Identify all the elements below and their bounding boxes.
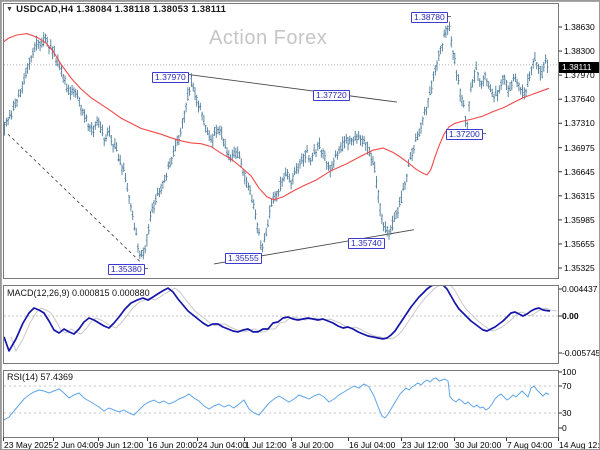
macd-axis-label: -0.005745 bbox=[562, 348, 600, 358]
panel-border bbox=[3, 285, 559, 364]
trendline[interactable] bbox=[187, 73, 398, 103]
symbol-title: USDCAD,H4 bbox=[16, 4, 74, 15]
time-axis-label: 1 Jul 12:00 bbox=[245, 440, 287, 450]
price-axis-label: 1.38300 bbox=[564, 46, 595, 56]
time-axis-label: 9 Jun 12:00 bbox=[99, 440, 144, 450]
price-axis-label: 1.35325 bbox=[564, 263, 595, 273]
rsi-axis-label: 0 bbox=[562, 423, 567, 433]
price-axis-label: 1.35655 bbox=[564, 239, 595, 249]
price-axis-label: 1.38630 bbox=[564, 22, 595, 32]
time-axis-label: 16 Jul 04:00 bbox=[349, 440, 396, 450]
time-axis-label: 23 May 2025 bbox=[4, 440, 54, 450]
rsi-line[interactable] bbox=[4, 377, 550, 421]
time-axis-label: 2 Jun 04:00 bbox=[54, 440, 99, 450]
panel-border bbox=[3, 370, 559, 438]
time-axis-label: 14 Aug 12:00 bbox=[559, 440, 600, 450]
candlestick-series[interactable] bbox=[4, 21, 549, 260]
price-marker-label[interactable]: 1.35555 bbox=[225, 253, 262, 264]
price-marker-label[interactable]: 1.37200 bbox=[446, 129, 483, 140]
rsi-axis-label: 100 bbox=[562, 367, 577, 377]
rsi-axis-label: 30 bbox=[562, 408, 572, 418]
price-marker-label[interactable]: 1.38780 bbox=[411, 12, 448, 23]
rsi-indicator-label: RSI(14) 57.4369 bbox=[7, 372, 74, 382]
price-axis-label: 1.36645 bbox=[564, 167, 595, 177]
price-marker-label[interactable]: 1.37720 bbox=[313, 90, 350, 101]
time-axis-label: 24 Jun 04:00 bbox=[198, 440, 248, 450]
price-marker-label[interactable]: 1.37970 bbox=[152, 72, 189, 83]
watermark: Action Forex bbox=[209, 27, 328, 49]
macd-axis-label: 0.00 bbox=[562, 311, 579, 321]
price-marker-label[interactable]: 1.35380 bbox=[108, 264, 145, 275]
macd-axis-label: 0.004437 bbox=[562, 284, 598, 294]
panel-border bbox=[3, 3, 559, 279]
price-axis-label: 1.37310 bbox=[564, 118, 595, 128]
macd-indicator-label: MACD(12,26,9) 0.000815 0.000880 bbox=[7, 288, 150, 298]
current-price-badge: 1.38111 bbox=[559, 62, 599, 73]
projection-trendline[interactable] bbox=[7, 133, 142, 263]
moving-average-line[interactable] bbox=[1, 33, 550, 201]
title-bar: ▼ USDCAD,H4 1.38084 1.38118 1.38053 1.381… bbox=[6, 4, 226, 15]
rsi-axis-label: 70 bbox=[562, 381, 572, 391]
time-axis-label: 8 Jul 20:00 bbox=[292, 440, 334, 450]
price-axis-label: 1.36975 bbox=[564, 143, 595, 153]
time-axis-label: 16 Jun 20:00 bbox=[148, 440, 198, 450]
price-axis-label: 1.35985 bbox=[564, 215, 595, 225]
quote-values: 1.38084 1.38118 1.38053 1.38111 bbox=[76, 4, 227, 15]
time-axis-label: 23 Jul 12:00 bbox=[402, 440, 449, 450]
symbol-dropdown-icon[interactable]: ▼ bbox=[6, 6, 14, 13]
price-axis-label: 1.37970 bbox=[564, 70, 595, 80]
time-axis-label: 7 Aug 04:00 bbox=[507, 440, 553, 450]
macd-main-line[interactable] bbox=[4, 284, 551, 352]
price-marker-label[interactable]: 1.35740 bbox=[348, 238, 385, 249]
price-axis-label: 1.37640 bbox=[564, 94, 595, 104]
time-axis-label: 30 Jul 20:00 bbox=[455, 440, 502, 450]
price-axis-label: 1.36315 bbox=[564, 191, 595, 201]
